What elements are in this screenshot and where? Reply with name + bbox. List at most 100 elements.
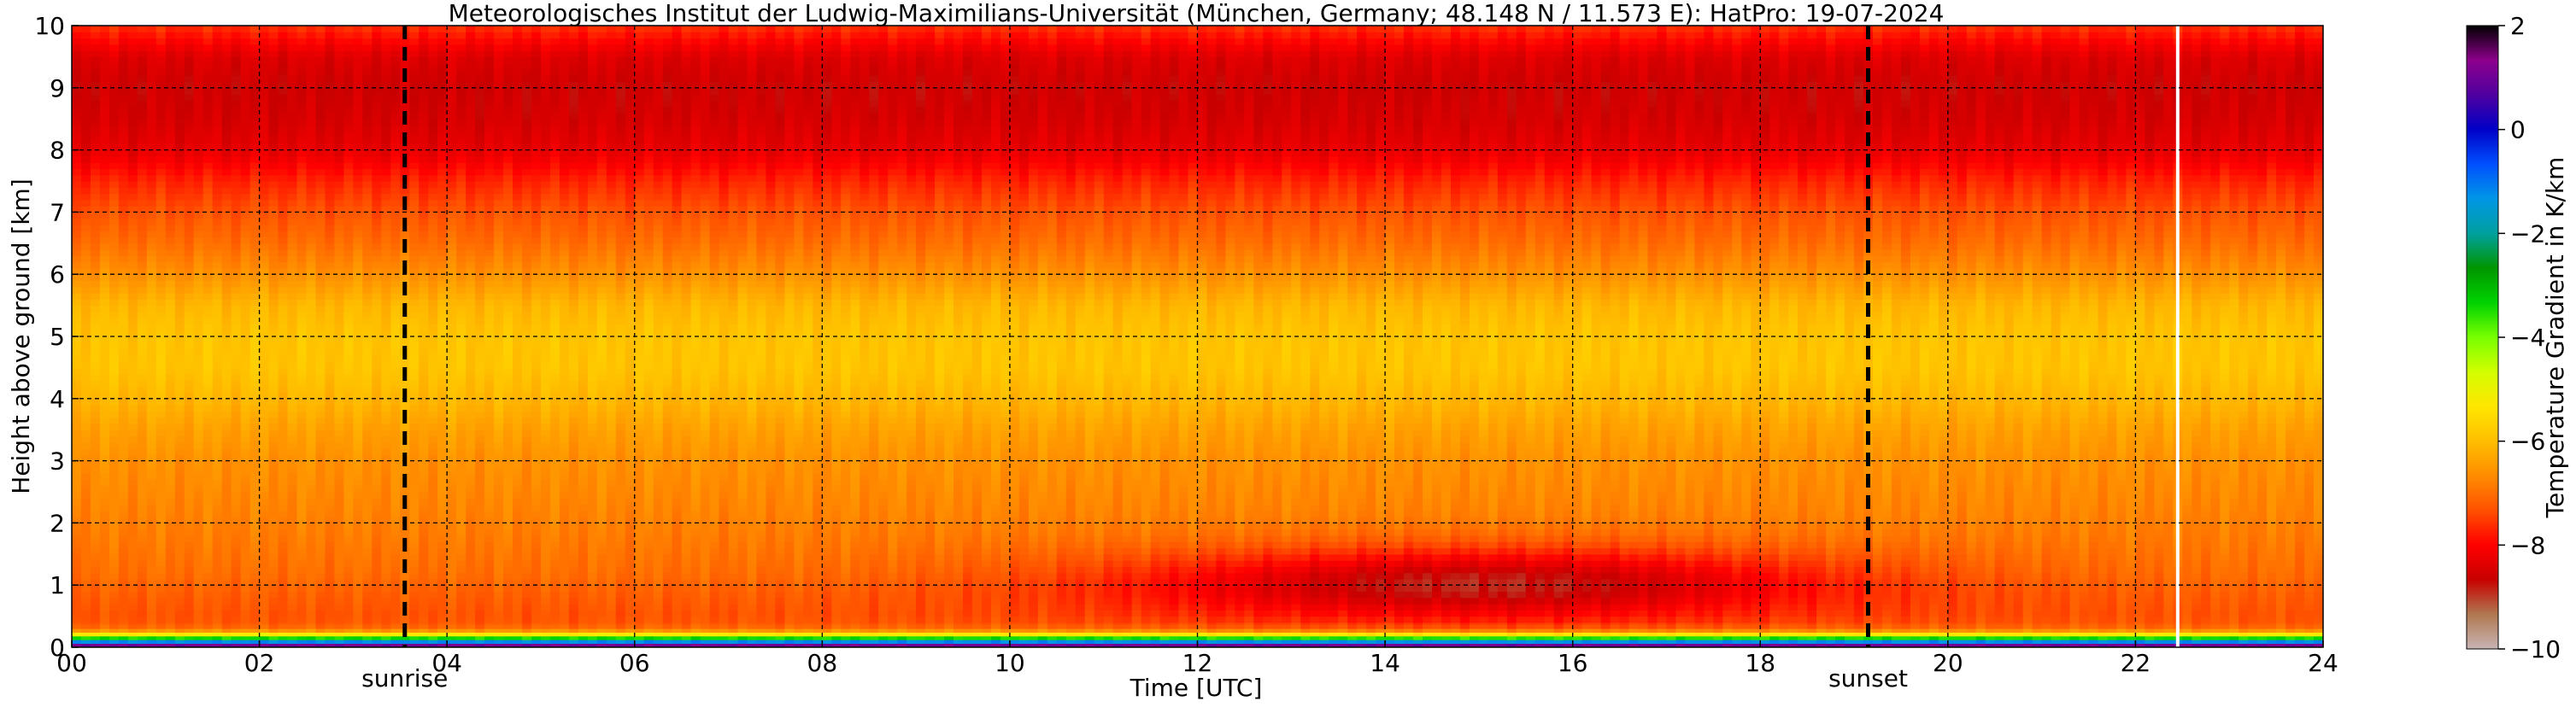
heatmap-cell <box>353 75 363 82</box>
heatmap-cell <box>100 418 110 424</box>
heatmap-cell <box>437 162 448 169</box>
heatmap-cell <box>213 262 223 269</box>
heatmap-cell <box>119 225 129 231</box>
heatmap-cell <box>269 435 279 442</box>
heatmap-cell <box>91 435 101 442</box>
heatmap-cell <box>456 262 466 269</box>
heatmap-cell <box>213 479 223 486</box>
heatmap-cell <box>456 435 466 442</box>
heatmap-cell <box>156 342 167 349</box>
heatmap-cell <box>334 175 344 182</box>
heatmap-cell <box>279 598 289 605</box>
heatmap-cell <box>475 380 485 387</box>
heatmap-cell <box>119 119 129 126</box>
heatmap-cell <box>185 548 195 555</box>
heatmap-cell <box>503 168 513 175</box>
heatmap-cell <box>147 560 157 567</box>
heatmap-cell <box>353 461 363 468</box>
heatmap-cell <box>288 262 298 269</box>
heatmap-cell <box>315 523 326 529</box>
heatmap-cell <box>419 280 429 287</box>
heatmap-cell <box>419 150 429 157</box>
heatmap-cell <box>447 529 457 536</box>
heatmap-cell <box>260 181 270 188</box>
heatmap-cell <box>279 429 289 436</box>
heatmap-cell <box>232 616 242 623</box>
heatmap-cell <box>279 349 289 356</box>
heatmap-cell <box>119 274 129 281</box>
heatmap-cell <box>72 32 82 38</box>
heatmap-cell <box>297 367 308 374</box>
heatmap-cell <box>466 591 476 598</box>
heatmap-cell <box>194 100 204 107</box>
heatmap-cell <box>288 255 298 262</box>
heatmap-cell <box>138 442 148 449</box>
heatmap-cell <box>381 249 391 256</box>
heatmap-cell <box>381 411 391 418</box>
heatmap-cell <box>466 249 476 256</box>
heatmap-cell <box>475 44 485 51</box>
heatmap-cell <box>288 125 298 131</box>
heatmap-cell <box>138 604 148 611</box>
heatmap-cell <box>522 585 532 592</box>
heatmap-cell <box>109 119 120 126</box>
heatmap-cell <box>119 399 129 406</box>
heatmap-cell <box>288 435 298 442</box>
heatmap-cell <box>147 405 157 412</box>
heatmap-cell <box>138 107 148 114</box>
heatmap-cell <box>437 548 448 555</box>
heatmap-cell <box>194 150 204 157</box>
heatmap-cell <box>513 225 523 231</box>
heatmap-cell <box>222 50 232 57</box>
heatmap-cell <box>222 429 232 436</box>
heatmap-cell <box>513 442 523 449</box>
heatmap-cell <box>100 255 110 262</box>
heatmap-cell <box>279 548 289 555</box>
heatmap-cell <box>147 424 157 430</box>
heatmap-cell <box>241 32 251 38</box>
heatmap-cell <box>343 107 354 114</box>
heatmap-cell <box>260 237 270 244</box>
heatmap-cell <box>279 231 289 237</box>
heatmap-cell <box>147 554 157 561</box>
heatmap-cell <box>156 616 167 623</box>
heatmap-cell <box>203 424 214 430</box>
heatmap-cell <box>109 125 120 131</box>
heatmap-cell <box>362 591 373 598</box>
heatmap-cell <box>390 306 401 313</box>
heatmap-cell <box>334 560 344 567</box>
heatmap-cell <box>419 38 429 45</box>
heatmap-cell <box>297 119 308 126</box>
heatmap-cell <box>409 131 420 138</box>
heatmap-cell <box>362 399 373 406</box>
heatmap-cell <box>306 69 316 76</box>
heatmap-cell <box>260 492 270 499</box>
heatmap-cell <box>128 150 138 157</box>
heatmap-cell <box>513 610 523 616</box>
heatmap-cell <box>456 237 466 244</box>
heatmap-cell <box>156 255 167 262</box>
heatmap-cell <box>288 26 298 32</box>
heatmap-cell <box>334 386 344 393</box>
heatmap-cell <box>343 94 354 101</box>
heatmap-cell <box>91 616 101 623</box>
heatmap-cell <box>269 150 279 157</box>
heatmap-cell <box>213 274 223 281</box>
heatmap-cell <box>241 162 251 169</box>
heatmap-cell <box>503 137 513 144</box>
heatmap-cell <box>419 113 429 120</box>
heatmap-cell <box>513 523 523 529</box>
heatmap-cell <box>381 219 391 225</box>
heatmap-cell <box>297 137 308 144</box>
heatmap-cell <box>269 262 279 269</box>
heatmap-cell <box>288 492 298 499</box>
heatmap-cell <box>531 616 542 623</box>
heatmap-cell <box>306 194 316 201</box>
heatmap-cell <box>203 342 214 349</box>
heatmap-cell <box>334 306 344 313</box>
heatmap-cell <box>447 535 457 542</box>
heatmap-cell <box>437 175 448 182</box>
heatmap-cell <box>390 243 401 250</box>
heatmap-cell <box>419 529 429 536</box>
heatmap-cell <box>166 361 176 368</box>
